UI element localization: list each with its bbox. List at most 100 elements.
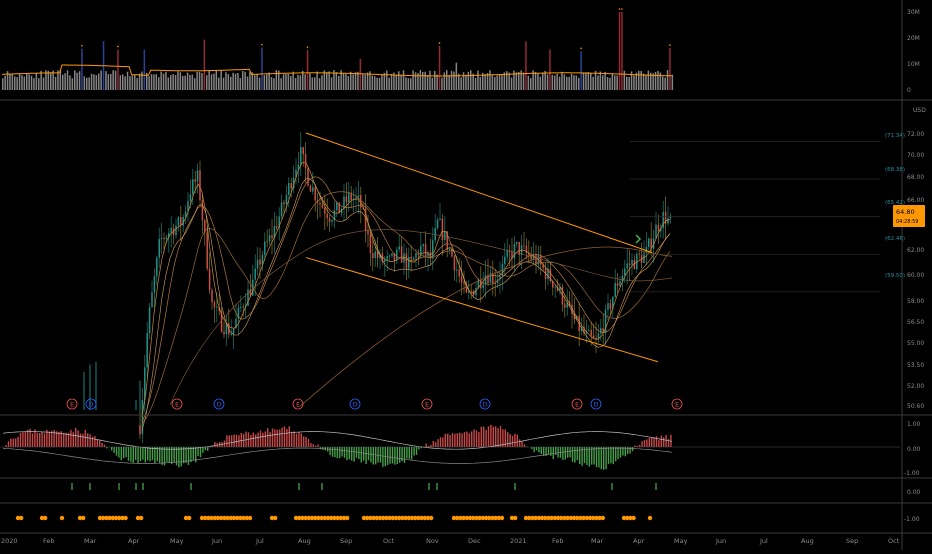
signal-pane[interactable] [72,483,656,490]
earnings-marker[interactable]: E [293,399,303,409]
oscillator-bar [653,438,654,447]
oscillator-bar [310,443,311,447]
last-price-label[interactable]: 64.80 04:28:59 [893,205,925,227]
oscillator-bar [284,426,285,447]
oscillator-bar [65,433,66,447]
oscillator-bar [476,430,477,447]
oscillator-bar [493,427,494,447]
oscillator-bar [332,447,333,457]
earnings-marker[interactable]: E [422,399,432,409]
oscillator-bar [478,432,479,447]
candle-body [264,242,266,255]
volume-bar [554,76,556,90]
volume-dot [307,46,309,48]
volume-bar [163,74,165,90]
oscillator-bar [313,444,314,447]
volume-bar [151,74,153,90]
price-levels[interactable]: (71.34) (68.38) (65.42) (62.46) (59.50) [630,133,905,292]
dividend-marker[interactable]: D [350,399,360,409]
volume-bar [297,75,299,90]
volume-bar [182,76,184,90]
currency-label: USD [913,107,926,114]
volume-tick: 0 [907,87,911,94]
earnings-marker[interactable]: E [672,399,682,409]
volume-bar [472,74,474,90]
price-tick: 50.60 [907,403,924,410]
dividend-marker[interactable]: D [591,399,601,409]
oscillator-bar [104,445,105,447]
volume-bar [376,78,378,90]
oscillator-bar [339,447,340,458]
oscillator-bar [413,447,414,456]
volume-bar [604,72,606,90]
earnings-marker[interactable]: E [67,399,77,409]
time-axis[interactable]: 2020 Feb Mar Apr May Jun Jul Aug Sep Oct… [1,537,900,545]
signal-dot [429,516,433,520]
event-markers[interactable]: E D E D E D E D E D E [67,399,682,409]
earnings-marker[interactable]: E [572,399,582,409]
oscillator-bar [8,441,9,447]
volume-bar [612,73,614,90]
volume-bar [132,75,134,90]
oscillator-bar [262,433,263,447]
oscillator-bar [375,447,376,464]
oscillator-bar [565,447,566,460]
dividend-marker[interactable]: D [86,399,96,409]
oscillator-bar [113,447,114,453]
oscillator-bar [49,431,50,447]
dividend-marker[interactable]: D [214,399,224,409]
level-label: (71.34) [885,133,905,139]
volume-pane[interactable] [2,8,673,90]
volume-bar [624,71,626,90]
oscillator-bar [605,447,606,469]
oscillator-bar [80,433,81,447]
oscillator-bar [10,439,11,447]
volume-bar [616,75,618,90]
volume-dot [669,44,671,46]
volume-bar [218,78,220,90]
oscillator-bar [185,447,186,463]
earnings-marker[interactable]: E [172,399,182,409]
volume-bar [244,72,246,90]
candle-body [398,246,400,249]
oscillator-bar [37,433,38,447]
volume-bar [573,75,575,90]
oscillator-bar [87,433,88,447]
oscillator-bar [279,429,280,447]
candle-body [619,281,621,286]
candle-body [286,195,288,204]
volume-bar [429,71,431,90]
candle-body [389,256,391,257]
volume-bar [158,77,160,90]
candle-body [149,307,151,333]
candle-body [271,235,273,238]
volume-bar [309,73,311,90]
oscillator-bar [457,433,458,447]
volume-bar [638,71,640,90]
oscillator-bar [569,447,570,457]
volume-bar [511,78,513,90]
oscillator-bar [349,447,350,459]
volume-bar [494,77,496,90]
candle-body [482,284,484,288]
oscillator-bar [121,447,122,460]
volume-bar [184,76,186,90]
price-pane[interactable] [84,132,672,443]
dividend-marker[interactable]: D [480,399,490,409]
oscillator-bar [363,447,364,461]
oscillator-bar [308,439,309,447]
candle-body [314,187,316,200]
dots-pane[interactable] [16,516,652,520]
candle-body [190,194,192,201]
oscillator-pane[interactable] [0,425,900,470]
volume-bar [225,72,227,90]
candle-body [588,330,590,331]
candle-body [403,253,405,262]
volume-bar [537,74,539,90]
candle-body [624,269,626,276]
volume-bar [336,72,338,90]
oscillator-bar [13,439,14,447]
oscillator-bar [603,447,604,470]
volume-bar [196,72,198,90]
